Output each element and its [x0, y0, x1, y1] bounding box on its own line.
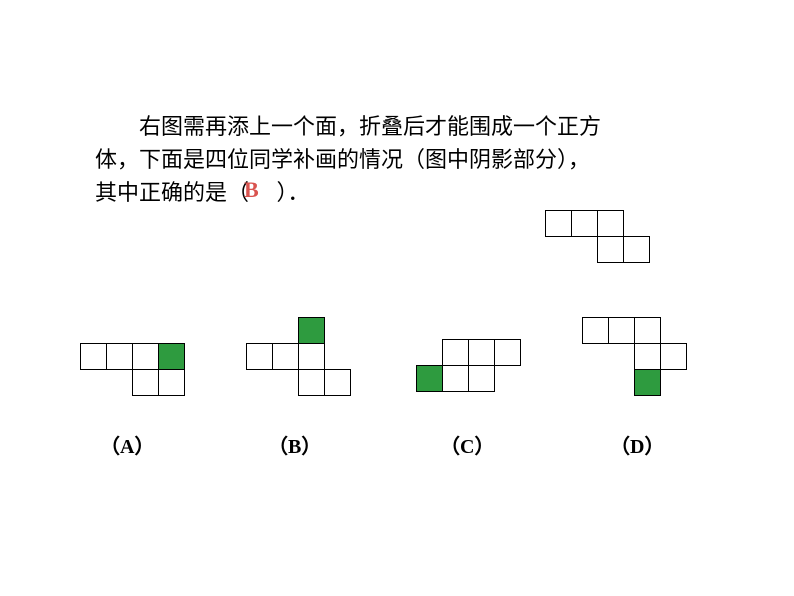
grid-cell: [468, 365, 495, 392]
grid-cell: [298, 369, 325, 396]
grid-cell: [608, 317, 635, 344]
grid-cell: [634, 369, 661, 396]
grid-cell: [623, 210, 650, 237]
grid-cell: [246, 317, 273, 344]
grid-cell: [80, 369, 107, 396]
grid-cell: [324, 369, 351, 396]
grid-cell: [468, 339, 495, 366]
grid-cell: [545, 210, 572, 237]
grid-cell: [545, 236, 572, 263]
grid-cell: [416, 339, 443, 366]
grid-cell: [324, 343, 351, 370]
grid-cell: [660, 369, 687, 396]
grid-cell: [634, 343, 661, 370]
question-line-1: 右图需再添上一个面，折叠后才能围成一个正方: [95, 114, 601, 139]
option-c-label: （C）: [440, 430, 494, 459]
grid-cell: [106, 369, 133, 396]
option-d-label: （D）: [610, 430, 664, 459]
grid-cell: [571, 210, 598, 237]
grid-cell: [246, 343, 273, 370]
grid-cell: [272, 343, 299, 370]
grid-cell: [608, 343, 635, 370]
grid-cell: [80, 343, 107, 370]
grid-cell: [660, 317, 687, 344]
grid-cell: [494, 339, 521, 366]
grid-cell: [597, 236, 624, 263]
grid-cell: [132, 343, 159, 370]
grid-cell: [442, 365, 469, 392]
blank-close: ）．: [277, 180, 310, 205]
grid-cell: [571, 236, 598, 263]
grid-cell: [246, 369, 273, 396]
option-c-diagram: [416, 339, 520, 391]
option-b-label: （B）: [268, 430, 321, 459]
answer-letter: B: [244, 177, 259, 203]
grid-cell: [272, 317, 299, 344]
question-line-2: 体，下面是四位同学补画的情况（图中阴影部分），: [95, 147, 590, 172]
grid-cell: [582, 317, 609, 344]
question-text: 右图需再添上一个面，折叠后才能围成一个正方 体，下面是四位同学补画的情况（图中阴…: [95, 110, 635, 209]
grid-cell: [298, 343, 325, 370]
grid-cell: [634, 317, 661, 344]
grid-cell: [272, 369, 299, 396]
grid-cell: [416, 365, 443, 392]
grid-cell: [132, 369, 159, 396]
option-a-diagram: [80, 343, 184, 395]
question-line-3: 其中正确的是: [95, 180, 227, 205]
grid-cell: [582, 343, 609, 370]
grid-cell: [298, 317, 325, 344]
grid-cell: [582, 369, 609, 396]
grid-cell: [608, 369, 635, 396]
grid-cell: [158, 343, 185, 370]
grid-cell: [623, 236, 650, 263]
option-a-label: （A）: [100, 430, 154, 459]
grid-cell: [660, 343, 687, 370]
grid-cell: [158, 369, 185, 396]
grid-cell: [106, 343, 133, 370]
grid-cell: [494, 365, 521, 392]
option-d-diagram: [582, 317, 686, 395]
grid-cell: [597, 210, 624, 237]
base-net-diagram: [545, 210, 649, 262]
grid-cell: [324, 317, 351, 344]
option-b-diagram: [246, 317, 350, 395]
grid-cell: [442, 339, 469, 366]
